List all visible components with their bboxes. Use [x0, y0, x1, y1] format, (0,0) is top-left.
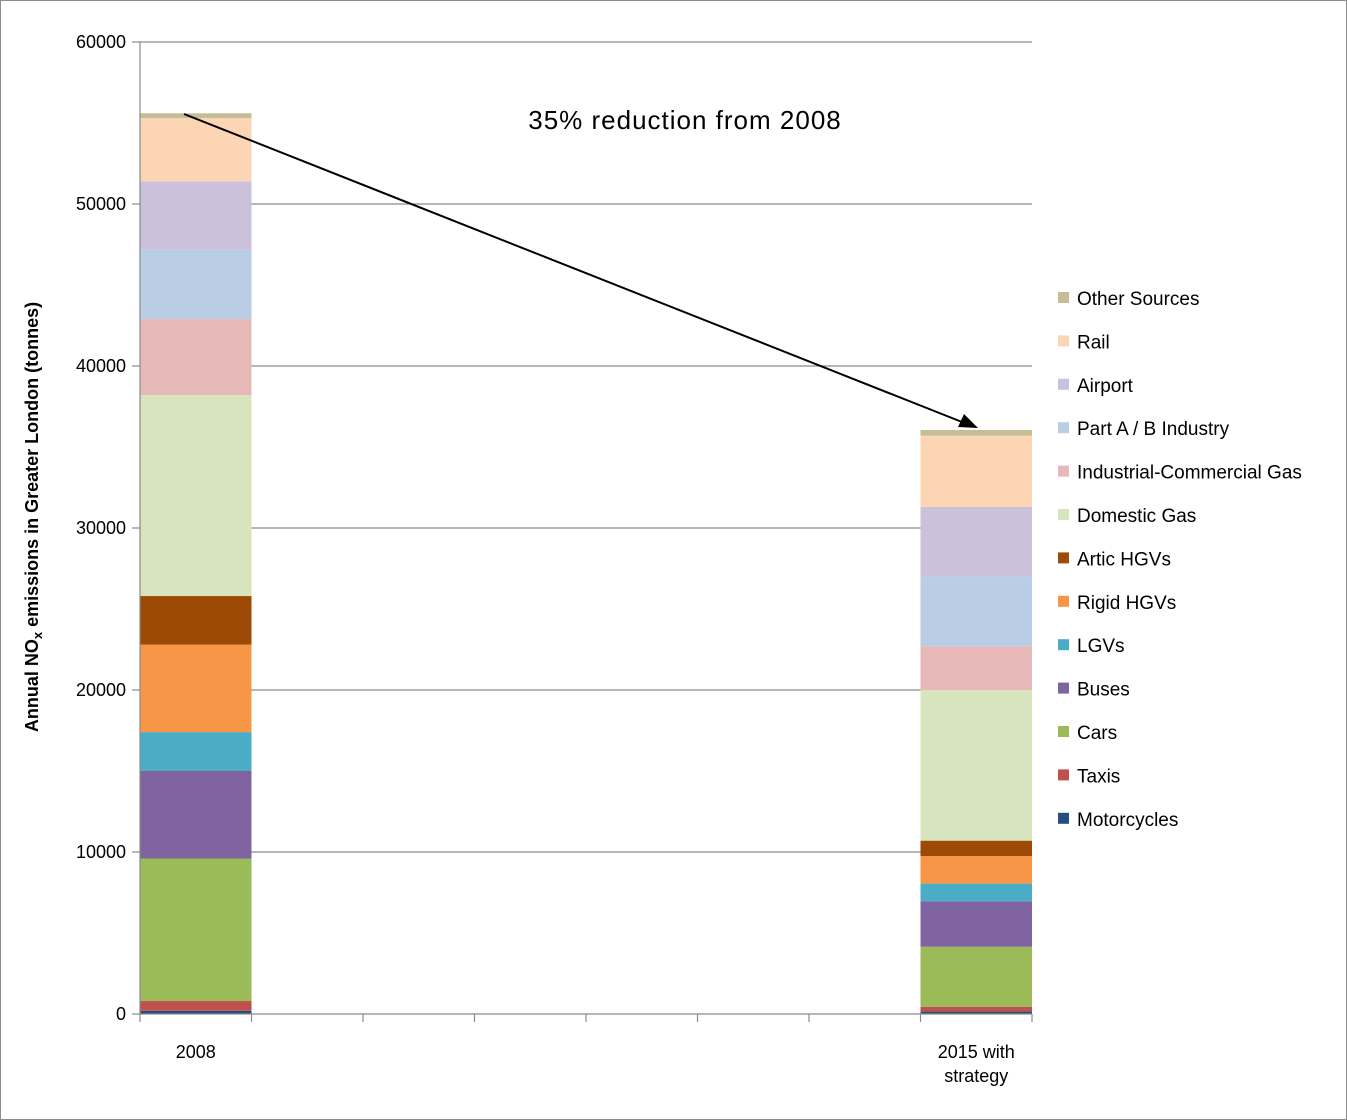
legend-swatch: [1058, 552, 1069, 564]
legend-swatch: [1058, 378, 1069, 390]
legend-label: Taxis: [1077, 766, 1120, 787]
bar-segment: [140, 1010, 252, 1014]
legend-label: Domestic Gas: [1077, 506, 1196, 527]
legend-swatch: [1058, 639, 1069, 651]
axes: 0 10000 20000 30000 40000 50000 60000 2008 2015 …: [76, 32, 1033, 1086]
legend-swatch: [1058, 422, 1069, 434]
legend-item: Domestic Gas: [1058, 506, 1196, 527]
bar-segment: [920, 946, 1032, 1007]
bar-segment: [920, 506, 1032, 577]
legend-item: Rigid HGVs: [1058, 593, 1176, 614]
legend: Other Sources Rail Airport Part A / B Indus…: [1058, 289, 1302, 831]
legend-swatch: [1058, 595, 1069, 607]
y-tick-label: 30000: [76, 518, 126, 538]
legend-item: Cars: [1058, 723, 1117, 744]
legend-item: Motorcycles: [1058, 810, 1178, 831]
legend-swatch: [1058, 682, 1069, 694]
legend-label: Airport: [1077, 376, 1134, 397]
bar-segment: [920, 646, 1032, 690]
legend-item: Industrial-Commercial Gas: [1058, 463, 1302, 484]
bars: [140, 113, 1032, 1014]
bar-segment: [140, 118, 252, 182]
bar-segment: [140, 644, 252, 733]
legend-item: Rail: [1058, 332, 1110, 353]
bar-segment: [920, 690, 1032, 841]
legend-item: Artic HGVs: [1058, 549, 1171, 570]
y-tick-label: 60000: [76, 32, 126, 52]
legend-label: Motorcycles: [1077, 810, 1178, 831]
legend-label: Other Sources: [1077, 289, 1200, 310]
y-tick-label: 0: [116, 1004, 126, 1024]
legend-label: Buses: [1077, 680, 1130, 701]
legend-swatch: [1058, 726, 1069, 737]
y-tick-label: 50000: [76, 194, 126, 214]
legend-label: Rail: [1077, 332, 1110, 353]
legend-label: Artic HGVs: [1077, 549, 1171, 570]
bar-segment: [140, 181, 252, 250]
bar-segment: [920, 883, 1032, 902]
bar-segment: [920, 576, 1032, 647]
legend-item: Other Sources: [1058, 289, 1200, 310]
x-category-label: 2015 with strategy: [938, 1042, 1015, 1086]
bar-segment: [140, 319, 252, 396]
y-tick-label: 40000: [76, 356, 126, 376]
legend-swatch: [1058, 335, 1069, 347]
y-tick-label: 20000: [76, 680, 126, 700]
legend-label: Industrial-Commercial Gas: [1077, 463, 1302, 484]
legend-item: LGVs: [1058, 636, 1125, 657]
legend-swatch: [1058, 292, 1069, 303]
legend-label: Cars: [1077, 723, 1117, 744]
legend-swatch: [1058, 509, 1069, 520]
legend-item: Part A / B Industry: [1058, 419, 1230, 440]
bar-segment: [920, 840, 1032, 857]
legend-swatch: [1058, 465, 1069, 477]
legend-label: Rigid HGVs: [1077, 593, 1176, 614]
bar-segment: [140, 249, 252, 320]
bar-segment: [140, 395, 252, 597]
bar-segment: [140, 113, 252, 119]
bar-segment: [920, 435, 1032, 507]
legend-label: LGVs: [1077, 636, 1125, 657]
gridlines: [140, 41, 1032, 853]
legend-swatch: [1058, 812, 1069, 824]
legend-item: Taxis: [1058, 766, 1120, 787]
bar-segment: [920, 856, 1032, 884]
legend-swatch: [1058, 769, 1069, 781]
bar-segment: [140, 596, 252, 645]
reduction-arrow: [183, 113, 978, 428]
y-axis-label: Annual NOx emissions in Greater London (…: [22, 302, 45, 732]
x-category-label: 2008: [176, 1042, 216, 1062]
bar-segment: [920, 429, 1032, 436]
bar-segment: [920, 1006, 1032, 1012]
bar-segment: [140, 858, 252, 1002]
legend-item: Buses: [1058, 680, 1130, 701]
bar-segment: [140, 771, 252, 859]
bar-segment: [140, 1001, 252, 1011]
y-tick-label: 10000: [76, 842, 126, 862]
legend-item: Airport: [1058, 376, 1134, 397]
bar-segment: [140, 732, 252, 771]
bar-segment: [920, 1011, 1032, 1014]
bar-segment: [920, 901, 1032, 947]
legend-label: Part A / B Industry: [1077, 419, 1230, 440]
reduction-annotation: 35% reduction from 2008: [528, 105, 842, 135]
